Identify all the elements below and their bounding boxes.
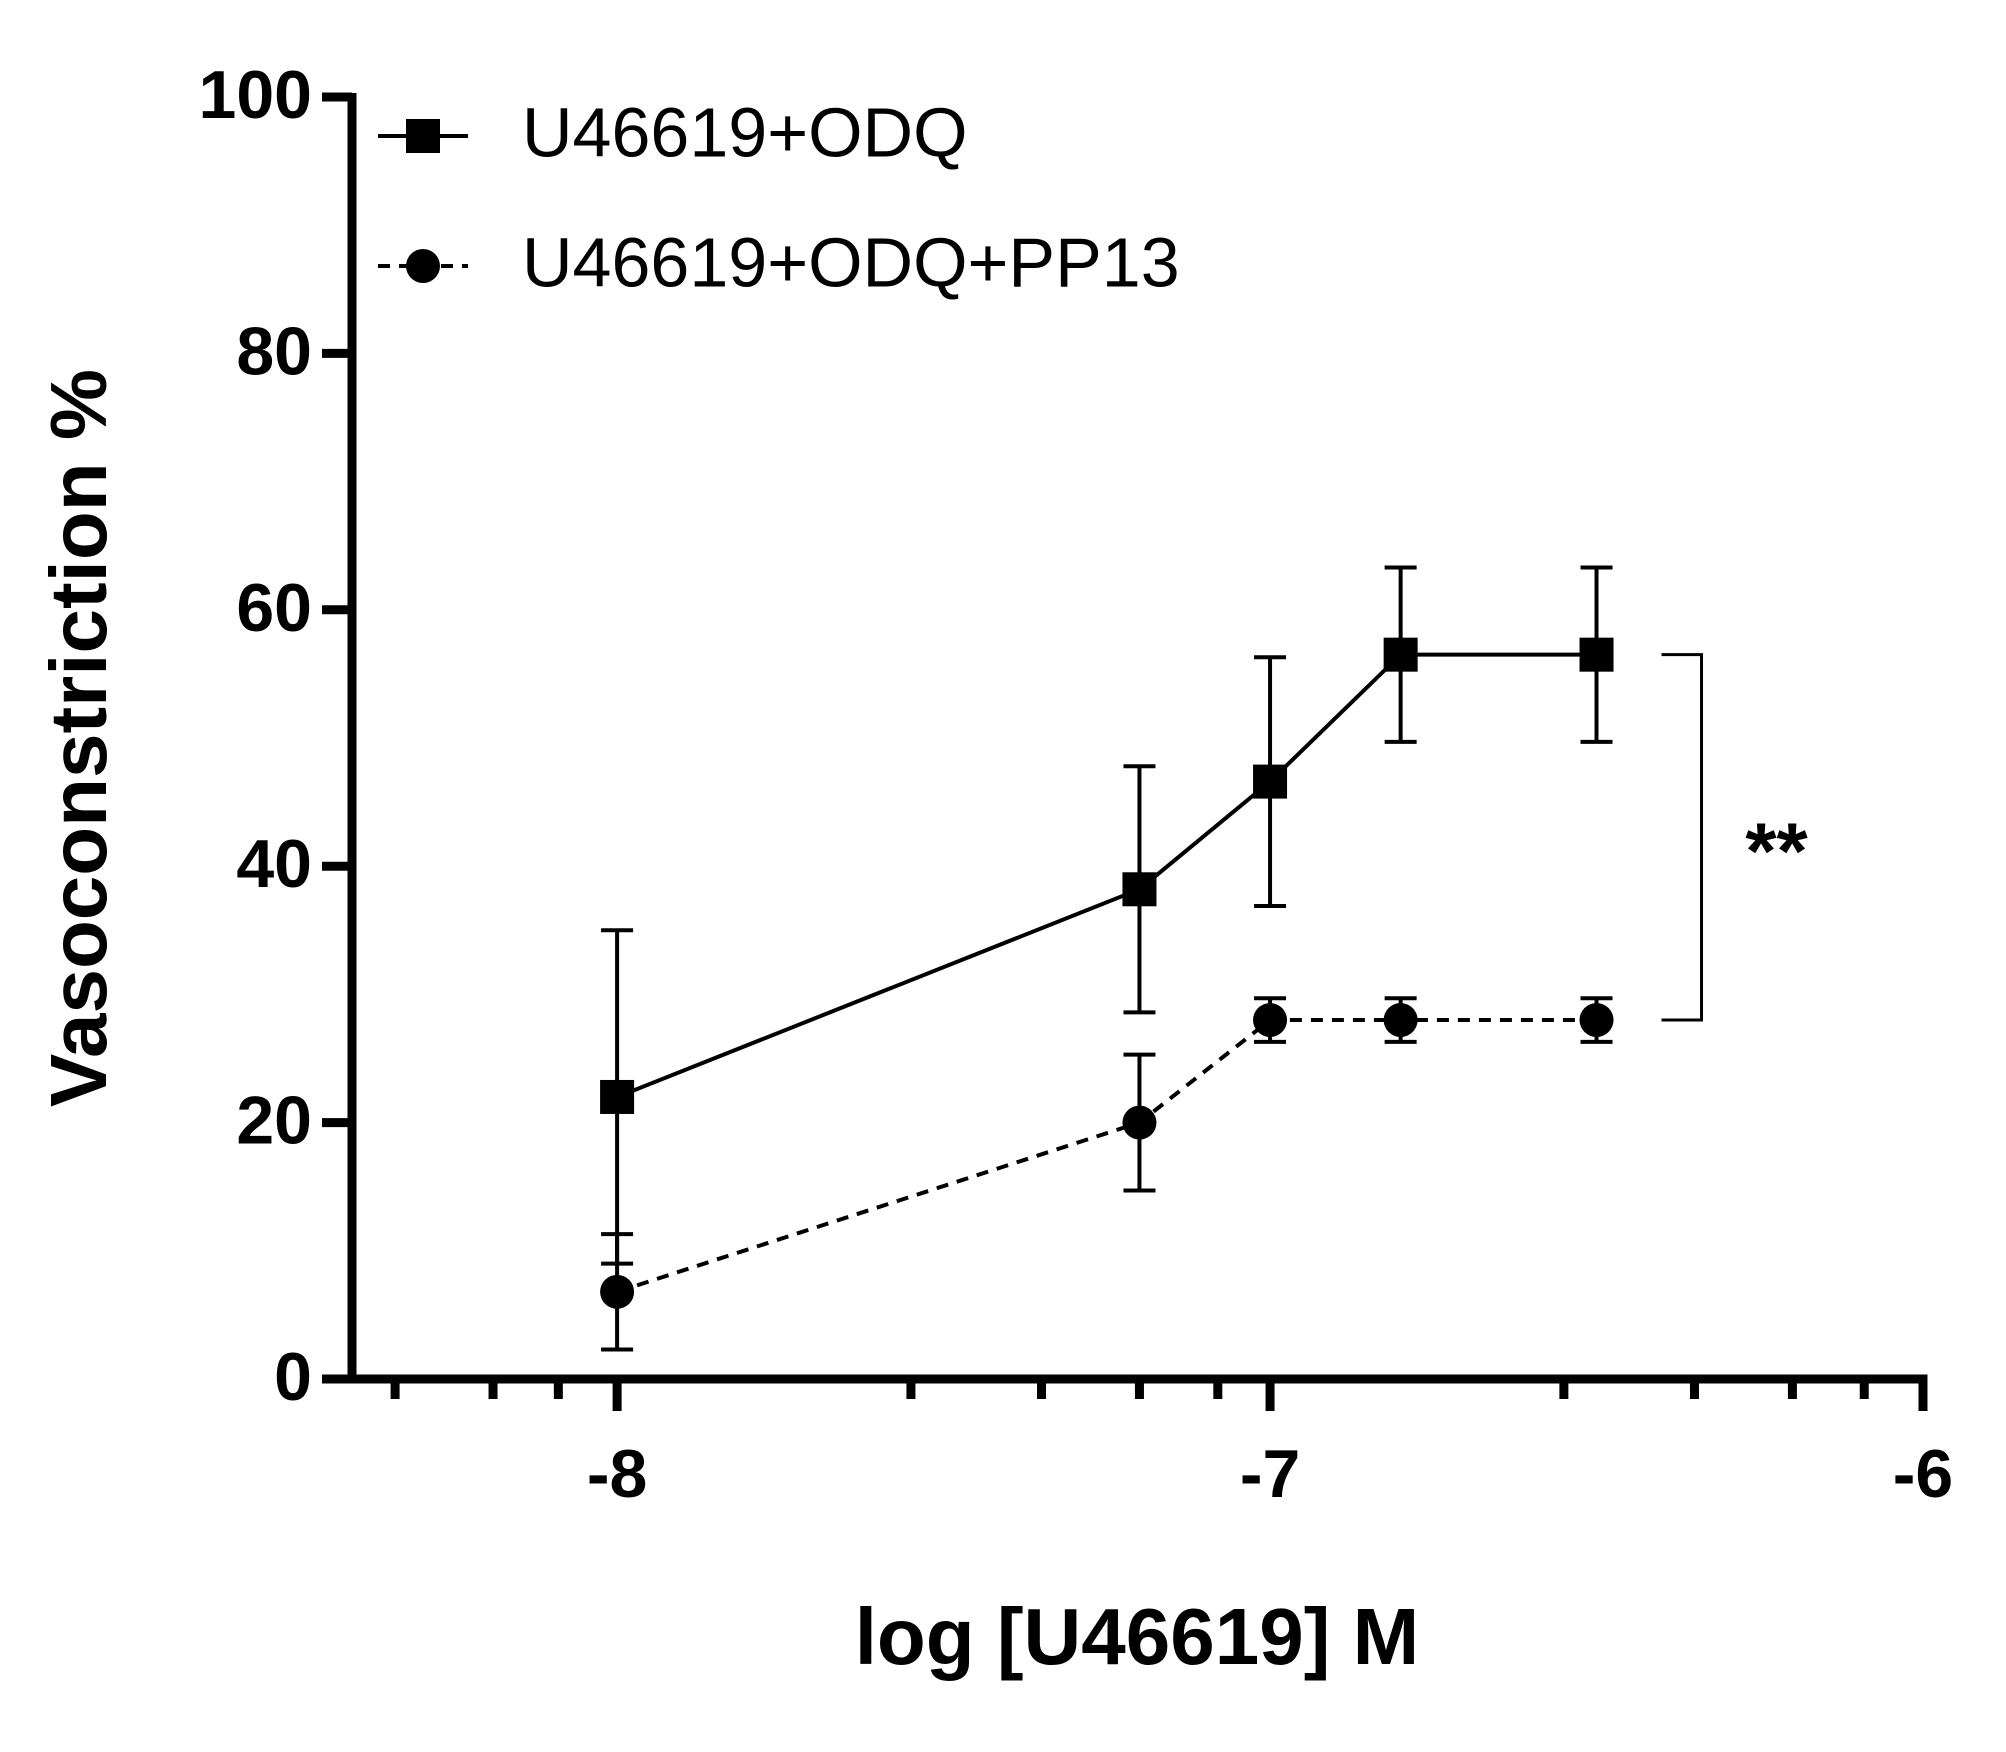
legend-marker bbox=[406, 249, 440, 283]
data-point bbox=[1383, 637, 1418, 672]
x-tick-label: -8 bbox=[587, 1436, 647, 1512]
y-tick-label: 40 bbox=[236, 826, 312, 902]
y-tick-label: 20 bbox=[236, 1083, 312, 1159]
x-tick-label: -7 bbox=[1240, 1436, 1300, 1512]
data-point bbox=[1383, 1003, 1418, 1038]
y-tick-label: 80 bbox=[236, 313, 312, 389]
data-point bbox=[1253, 1003, 1288, 1038]
significance-bracket bbox=[1661, 653, 1704, 1022]
data-point bbox=[1253, 764, 1288, 799]
legend-marker bbox=[406, 119, 440, 153]
y-axis-title: Vasoconstriction % bbox=[34, 369, 123, 1107]
data-point bbox=[1122, 872, 1157, 907]
legend-label: U46619+ODQ+PP13 bbox=[522, 223, 1180, 301]
y-tick-label: 100 bbox=[199, 57, 312, 133]
data-point bbox=[1579, 1003, 1614, 1038]
data-point bbox=[1579, 637, 1614, 672]
series-line bbox=[616, 652, 1597, 1099]
significance-label: ** bbox=[1745, 806, 1808, 895]
series-line bbox=[616, 1018, 1597, 1294]
x-tick-label: -6 bbox=[1893, 1436, 1953, 1512]
data-point bbox=[600, 1079, 635, 1114]
y-tick-label: 60 bbox=[236, 570, 312, 646]
legend-label: U46619+ODQ bbox=[522, 93, 968, 171]
data-point bbox=[1122, 1105, 1157, 1140]
x-axis-title: log [U46619] M bbox=[855, 1592, 1420, 1681]
y-tick-label: 0 bbox=[274, 1339, 312, 1415]
data-point bbox=[600, 1274, 635, 1309]
